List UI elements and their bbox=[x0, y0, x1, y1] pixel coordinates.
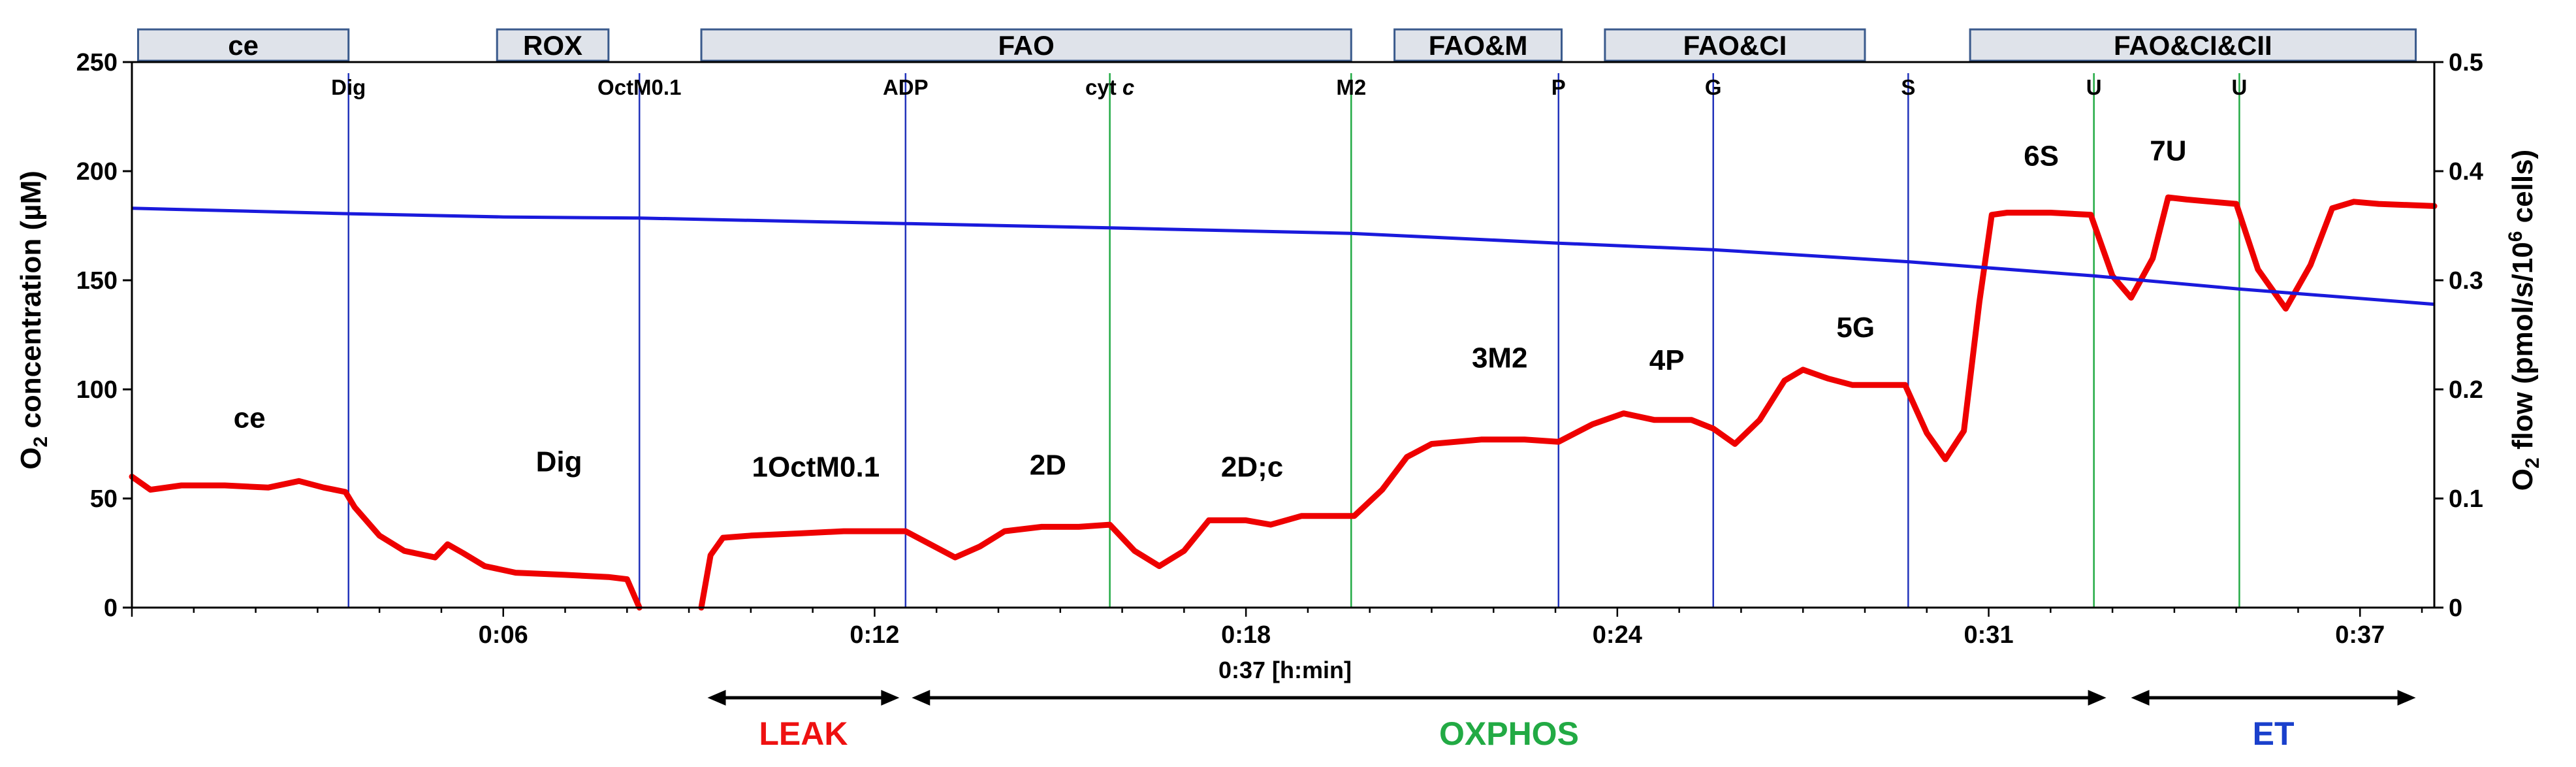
phase-box-label: FAO&CI&CII bbox=[2114, 30, 2272, 61]
marker-label: G bbox=[1705, 75, 1722, 99]
left-axis-tick-label: 250 bbox=[76, 49, 118, 76]
state-range-label: ET bbox=[2253, 715, 2295, 752]
phase-box bbox=[136, 28, 350, 62]
state-range-arrowhead-right bbox=[881, 690, 900, 706]
phase-box bbox=[1604, 28, 1866, 62]
phase-box-label: FAO&M bbox=[1429, 30, 1528, 61]
phase-box bbox=[700, 28, 1352, 62]
state-range-label: OXPHOS bbox=[1439, 715, 1579, 752]
phase-box-label: FAO bbox=[998, 30, 1054, 61]
right-axis-title: O2 flow (pmol/s/106 cells) bbox=[2505, 150, 2543, 491]
state-ranges: LEAK OXPHOS ET bbox=[707, 690, 2416, 752]
x-axis-tick-label: 0:37 bbox=[2335, 621, 2385, 649]
concentration-line bbox=[131, 206, 2435, 306]
plot-border bbox=[131, 61, 2436, 609]
state-label: 2D bbox=[1030, 449, 1066, 481]
right-axis-tick-label: 0 bbox=[2449, 595, 2462, 622]
state-range-arrowhead-left bbox=[2131, 690, 2150, 706]
x-axis-tick-label: 0:31 bbox=[1964, 621, 2014, 649]
left-axis-tick-label: 100 bbox=[76, 376, 118, 404]
marker-label: S bbox=[1901, 75, 1915, 99]
phase-box-label: FAO&CI bbox=[1683, 30, 1787, 61]
flow-trace-segment bbox=[129, 474, 643, 611]
marker-label: U bbox=[2086, 75, 2102, 99]
marker-label: cyt c bbox=[1085, 75, 1134, 99]
flow-trace-segment bbox=[698, 194, 2438, 611]
marker-label: OctM0.1 bbox=[597, 75, 681, 99]
state-label: 2D;c bbox=[1221, 451, 1283, 483]
left-axis-title: O2 concentration (µM) bbox=[15, 171, 52, 470]
state-label: ce bbox=[234, 402, 266, 434]
phase-box-label: ROX bbox=[523, 30, 582, 61]
marker-label: ADP bbox=[883, 75, 929, 99]
right-axis-title-subscript: 2 bbox=[2522, 457, 2543, 468]
marker-label: M2 bbox=[1336, 75, 1366, 99]
left-axis-tick-label: 200 bbox=[76, 158, 118, 186]
right-axis-tick-label: 0.3 bbox=[2449, 267, 2483, 295]
state-range-arrowhead-left bbox=[912, 690, 930, 706]
left-axis-title-rest: concentration (µM) bbox=[15, 171, 47, 436]
state-range-arrowhead-right bbox=[2397, 690, 2416, 706]
state-labels: ce Dig 1OctM0.1 2D 2D;c 3M2 4P 5G 6S 7U bbox=[234, 135, 2187, 483]
x-axis-tick-label: 0:06 bbox=[479, 621, 528, 649]
marker-label: P bbox=[1551, 75, 1566, 99]
right-axis-tick-label: 0.4 bbox=[2449, 158, 2483, 186]
phase-box-label: ce bbox=[228, 30, 259, 61]
right-axis-tick-label: 0.5 bbox=[2449, 49, 2483, 76]
x-axis-tick-label: 0:24 bbox=[1593, 621, 1642, 649]
state-range-label: LEAK bbox=[759, 715, 848, 752]
left-axis-tick-label: 50 bbox=[90, 485, 118, 513]
marker-label: U bbox=[2232, 75, 2248, 99]
axis-ticks: 0 50 100 150 200 250 0 0.1 0.2 0.3 0.4 0.5 0:06 0:12 0… bbox=[76, 49, 2483, 649]
state-label: 4P bbox=[1649, 344, 1685, 376]
marker-label: Dig bbox=[331, 75, 366, 99]
right-axis-tick-label: 0.2 bbox=[2449, 376, 2483, 404]
plot-frame bbox=[131, 61, 2436, 609]
x-axis-tick-label: 0:12 bbox=[850, 621, 899, 649]
marker-lines: Dig OctM0.1 ADP cyt c M2 P G S U U bbox=[331, 73, 2247, 608]
x-axis-tick-label: 0:18 bbox=[1221, 621, 1271, 649]
state-label: 1OctM0.1 bbox=[752, 451, 880, 483]
phase-box bbox=[1393, 28, 1563, 62]
phase-box bbox=[1969, 28, 2417, 62]
right-axis-title-superscript: 6 bbox=[2505, 231, 2526, 242]
state-label: 6S bbox=[2024, 140, 2059, 172]
phase-box bbox=[496, 28, 610, 62]
state-label: 5G bbox=[1836, 312, 1875, 344]
x-axis-title: 0:37 [h:min] bbox=[1218, 657, 1352, 683]
state-label: 7U bbox=[2150, 135, 2186, 167]
state-label: 3M2 bbox=[1472, 342, 1528, 374]
left-axis-title-subscript: 2 bbox=[30, 436, 52, 448]
right-axis-title-end: cells) bbox=[2507, 150, 2539, 231]
state-range-arrowhead-right bbox=[2088, 690, 2107, 706]
right-axis-tick-label: 0.1 bbox=[2449, 485, 2483, 513]
state-range-arrowhead-left bbox=[707, 690, 726, 706]
left-axis-tick-label: 0 bbox=[104, 595, 118, 622]
state-label: Dig bbox=[536, 446, 582, 478]
right-axis-title-mid: flow (pmol/s/10 bbox=[2507, 242, 2539, 457]
left-axis-tick-label: 150 bbox=[76, 267, 118, 295]
flow-trace bbox=[129, 194, 2438, 611]
concentration-trace bbox=[131, 206, 2435, 306]
phase-boxes: ce ROX FAO FAO&M FAO&CI FAO&CI&CII bbox=[136, 28, 2417, 62]
